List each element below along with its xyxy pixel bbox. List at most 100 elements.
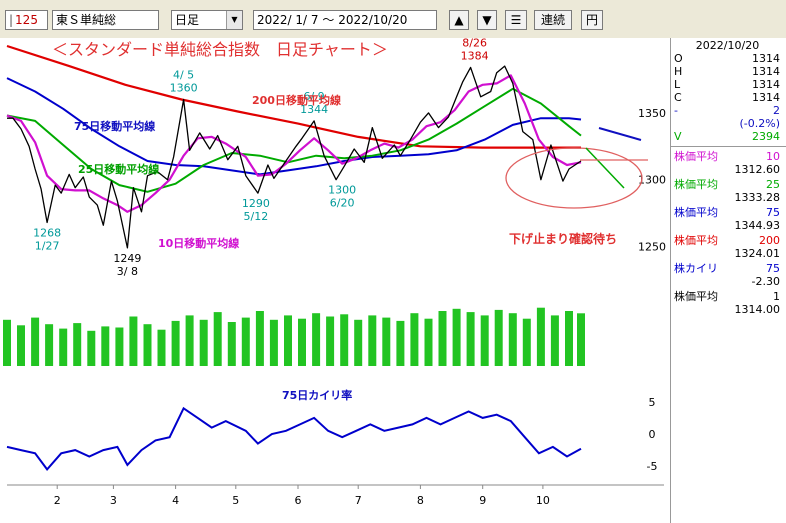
volume-bar-30	[424, 318, 433, 366]
indicator-value: 1333.28	[734, 191, 781, 204]
change-row: -2	[674, 104, 780, 117]
volume-row: V 2394	[674, 130, 780, 143]
point-label-1-1: 3/ 8	[117, 265, 138, 278]
month-tick-1: 3	[110, 494, 117, 507]
panel-divider	[671, 146, 786, 147]
range-from: 2022/ 1/ 7	[257, 13, 319, 27]
renzoku-button[interactable]: 連続	[534, 10, 572, 30]
point-label-1-0: 1249	[113, 252, 141, 265]
indicator-value: 1344.93	[734, 219, 781, 232]
ma25-label: 25日移動平均線	[78, 162, 159, 176]
volume-bar-32	[452, 308, 461, 366]
code-field[interactable]: | 125	[5, 10, 48, 30]
volume-bar-20	[284, 315, 292, 366]
series-line-3	[6, 77, 582, 176]
indicator-label-row: 株価平均 10	[671, 150, 784, 163]
indicator-param: 10	[766, 150, 780, 163]
yen-button[interactable]: 円	[581, 10, 603, 30]
panel-date-row: 2022/10/20	[671, 39, 784, 52]
series-line-0	[7, 65, 582, 249]
volume-bar-14	[199, 319, 208, 366]
point-label-0-1: 1/27	[35, 240, 60, 253]
range-to: 2022/10/20	[338, 13, 408, 27]
indicator-value-row: 1314.00	[671, 303, 784, 316]
volume-bar-2	[31, 317, 40, 366]
volume-bar-0	[3, 319, 11, 366]
series-line-2	[6, 87, 582, 193]
point-label-4-0: 6/ 9	[303, 90, 324, 103]
indicator-value-row: -2.30	[671, 275, 784, 288]
menu-icon: ☰	[510, 13, 522, 27]
indicator-value-row: 1312.60	[671, 163, 784, 176]
indicator-label: 株価平均	[674, 206, 718, 219]
volume-bar-8	[115, 327, 124, 366]
toolbar: | 125 東Ｓ単純総 日足 ▼ 2022/ 1/ 7 ～ 2022/10/20 …	[0, 0, 786, 39]
indicator-label-row: 株価平均 1	[671, 290, 784, 303]
price-series	[6, 44, 582, 249]
ma25-projection-line	[585, 147, 625, 189]
triangle-up-icon: ▲	[454, 13, 464, 27]
code-bar-icon: |	[9, 13, 14, 27]
month-tick-0: 2	[54, 494, 61, 507]
series-line-4	[6, 44, 581, 149]
volume-bar-15	[213, 312, 222, 366]
point-label-6-0: 8/26	[462, 38, 487, 49]
volume-bar-13	[185, 315, 194, 366]
indicator-param: 200	[759, 234, 780, 247]
volume-bar-21	[298, 318, 306, 366]
month-tick-4: 6	[295, 494, 302, 507]
indicator-value-row: 1333.28	[671, 191, 784, 204]
indicator-label-row: 株価平均 200	[671, 234, 784, 247]
date-range-field[interactable]: 2022/ 1/ 7 ～ 2022/10/20	[253, 10, 437, 30]
indicator-value-row: 1344.93	[671, 219, 784, 232]
chevron-down-icon[interactable]: ▼	[226, 11, 242, 29]
ohlc-row-close: C 1314	[674, 91, 780, 104]
change-pct-row: (-0.2%)	[739, 117, 781, 130]
volume-bar-22	[312, 313, 321, 366]
volume-bar-25	[354, 319, 363, 366]
point-label-2-0: 4/ 5	[173, 69, 194, 82]
volume-bar-41	[577, 313, 585, 366]
ohlc-row-low: L 1314	[674, 78, 780, 91]
month-tick-5: 7	[355, 494, 362, 507]
month-tick-2: 4	[172, 494, 179, 507]
month-tick-6: 8	[417, 494, 424, 507]
indicator-label: 株価平均	[674, 178, 718, 191]
ma10-label: 10日移動平均線	[158, 236, 239, 250]
indicator-value: 1324.01	[734, 247, 781, 260]
annotation-layer: ＜スタンダード単純総合指数 日足チャート＞ 200日移動平均線 75日移動平均線…	[7, 40, 664, 486]
ohlc-row-high: H 1314	[674, 65, 780, 78]
period-select[interactable]: 日足 ▼	[171, 10, 243, 30]
volume-bar-5	[73, 323, 82, 366]
scroll-down-button[interactable]: ▼	[477, 10, 497, 30]
point-label-2-1: 1360	[170, 82, 198, 95]
triangle-down-icon: ▼	[482, 13, 492, 27]
volume-bar-37	[522, 318, 531, 366]
kairi-tick-2: -5	[647, 460, 658, 473]
indicator-label-row: 株価平均 75	[671, 206, 784, 219]
volume-bar-1	[17, 325, 25, 366]
indicator-value: -2.30	[751, 275, 780, 288]
ma200-label: 200日移動平均線	[252, 93, 341, 107]
volume-bar-34	[480, 315, 489, 366]
kairi-tick-0: 5	[649, 396, 656, 409]
volume-bar-26	[368, 315, 377, 366]
wait-label: 下げ止まり確認待ち	[509, 231, 617, 246]
scroll-up-button[interactable]: ▲	[449, 10, 469, 30]
menu-button[interactable]: ☰	[505, 10, 527, 30]
point-label-4-1: 1344	[300, 103, 328, 116]
volume-bar-10	[143, 324, 152, 366]
point-label-5-0: 1300	[328, 184, 356, 197]
point-label-3-0: 1290	[242, 197, 270, 210]
indicator-label: 株価平均	[674, 150, 718, 163]
month-tick-7: 9	[479, 494, 486, 507]
indicator-label: 株カイリ	[674, 262, 718, 275]
volume-bar-31	[438, 311, 447, 366]
info-panel: 2022/10/20 O 1314 H 1314 L 1314 C 1314 -2 (-…	[670, 38, 786, 523]
volume-bar-28	[396, 320, 405, 366]
name-field[interactable]: 東Ｓ単純総	[52, 10, 159, 30]
chart-title: ＜スタンダード単純総合指数 日足チャート＞	[52, 40, 388, 59]
month-tick-3: 5	[232, 494, 239, 507]
